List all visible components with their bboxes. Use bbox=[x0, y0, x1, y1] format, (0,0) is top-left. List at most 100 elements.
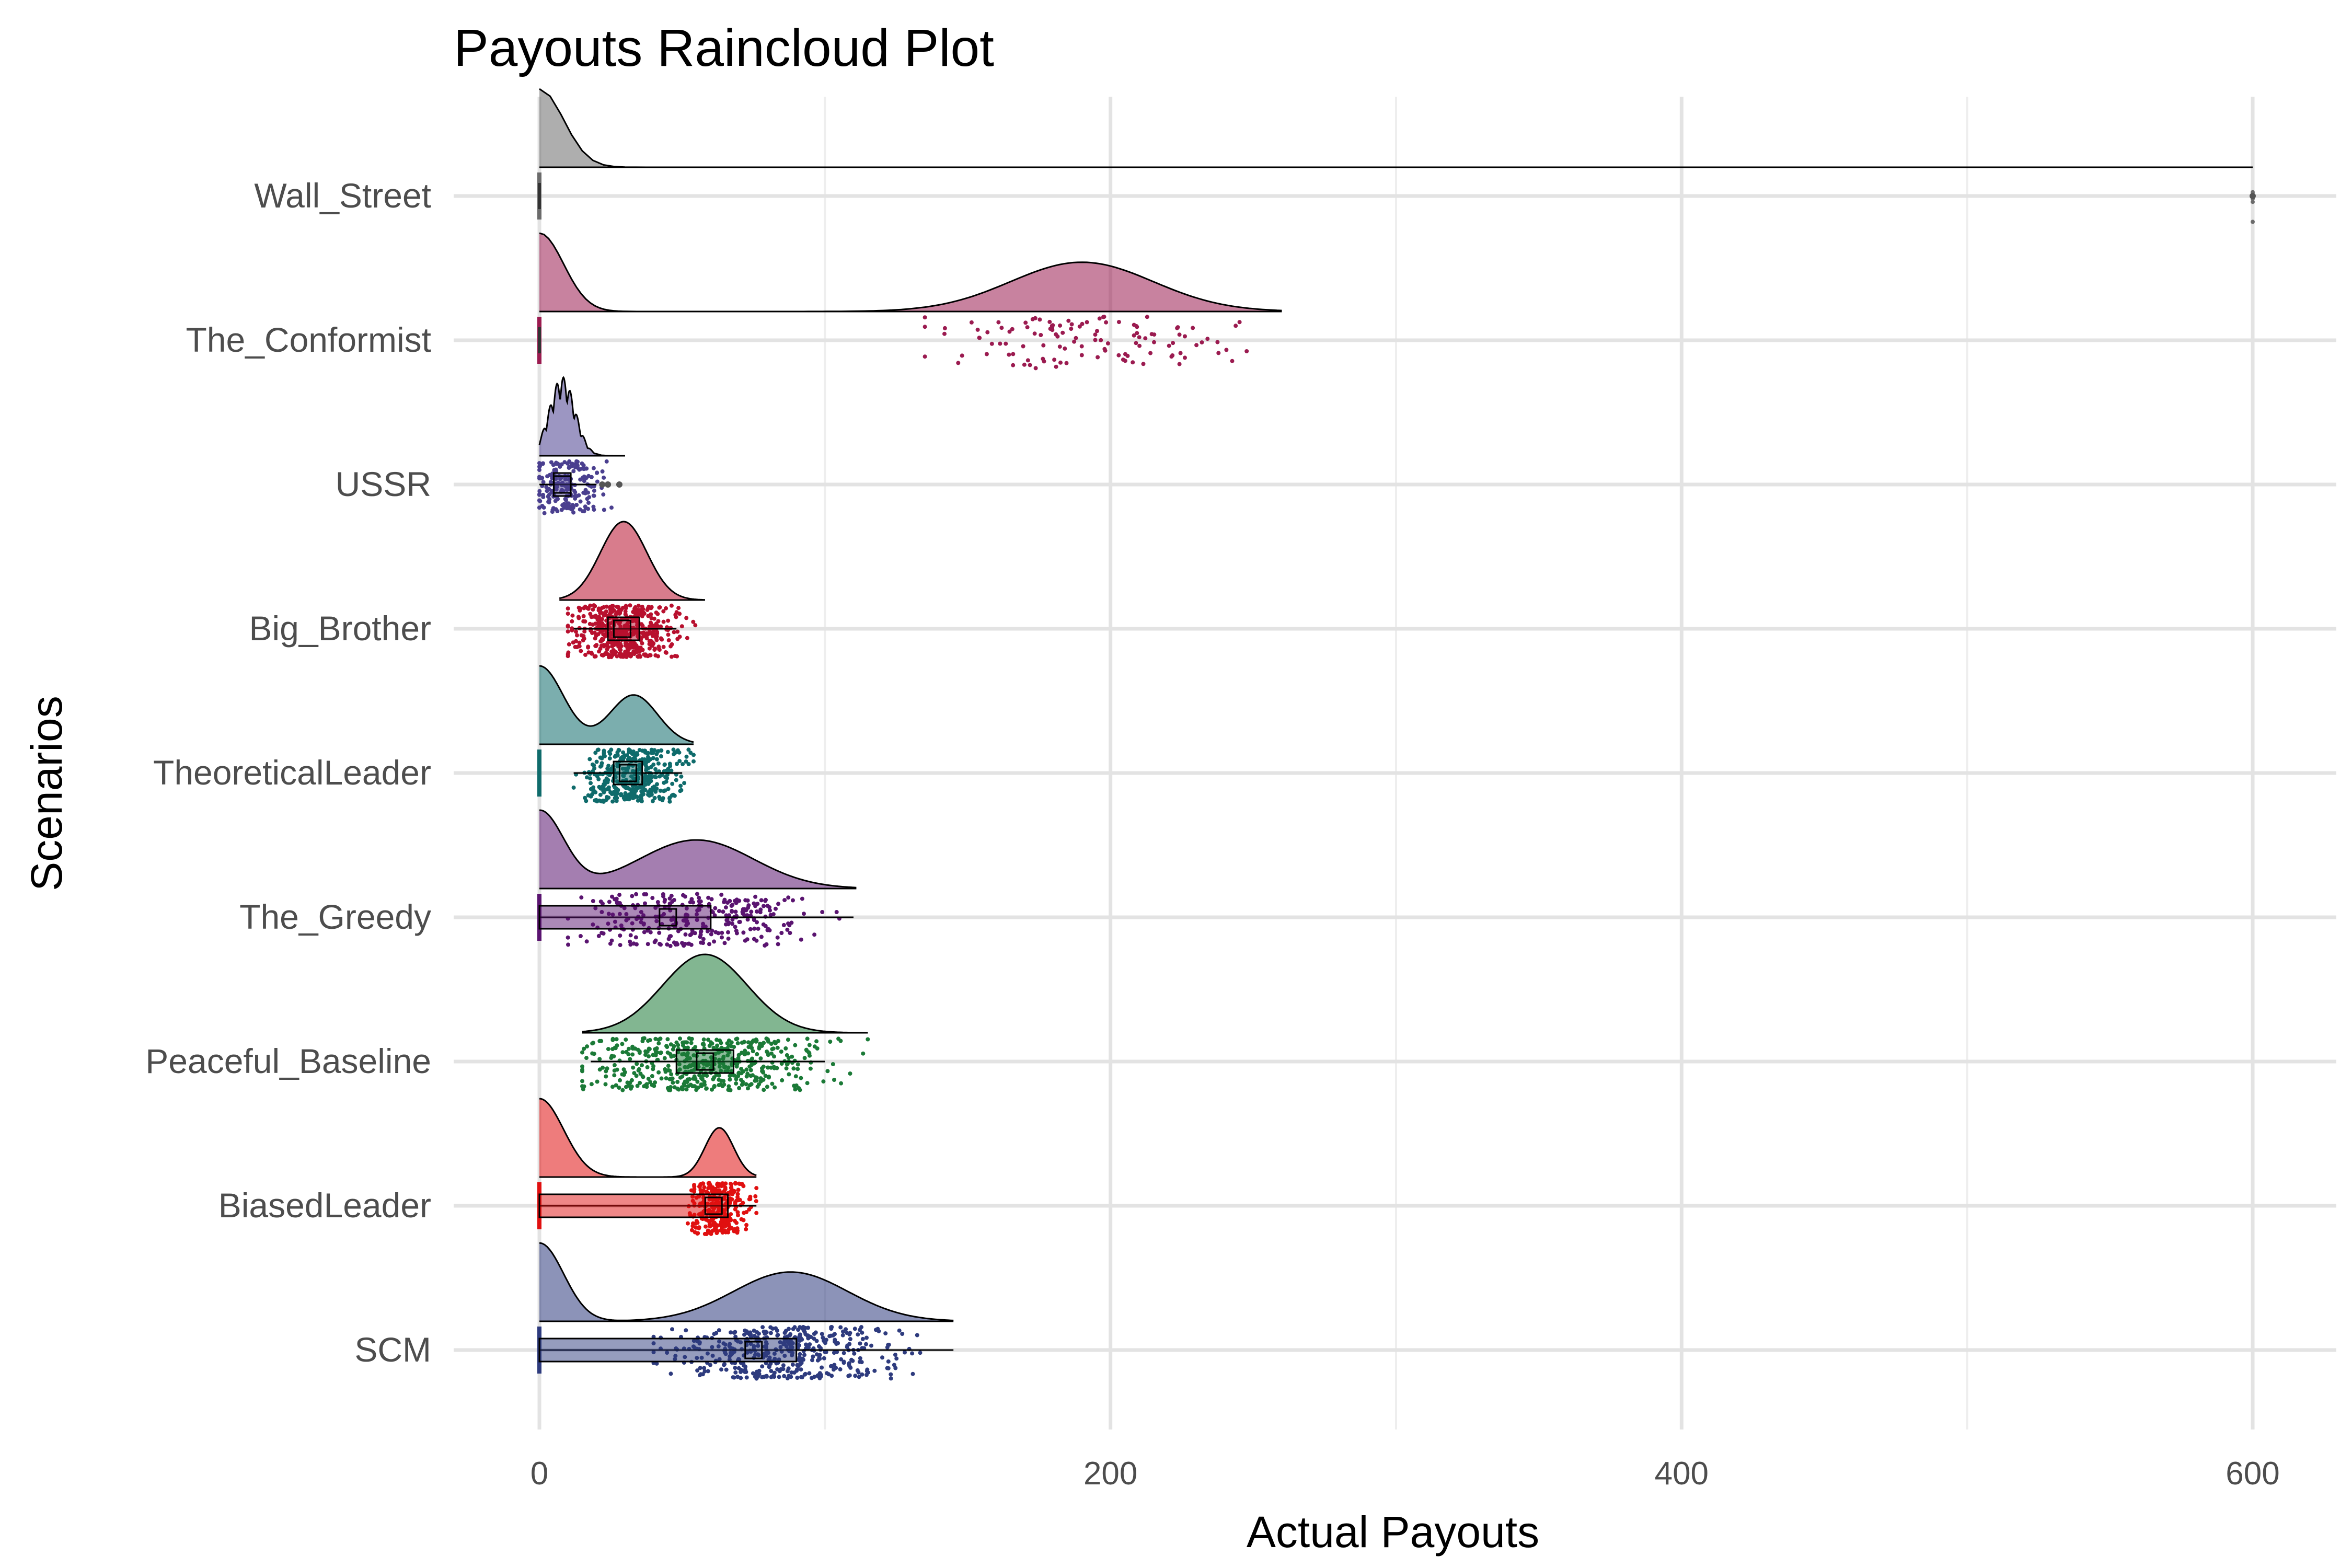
data-point bbox=[712, 1083, 717, 1088]
data-point bbox=[645, 607, 650, 612]
data-point bbox=[701, 1037, 706, 1042]
data-point bbox=[857, 1359, 862, 1364]
data-point bbox=[634, 892, 639, 896]
data-point bbox=[1099, 338, 1103, 342]
outlier-point bbox=[599, 481, 606, 488]
data-point bbox=[726, 930, 730, 935]
data-point bbox=[649, 605, 654, 609]
data-point bbox=[923, 325, 927, 329]
data-point bbox=[751, 1049, 755, 1054]
data-point bbox=[733, 1370, 738, 1375]
data-point bbox=[733, 1181, 737, 1185]
data-point bbox=[795, 1067, 800, 1071]
data-point bbox=[583, 619, 587, 624]
data-point bbox=[730, 921, 735, 926]
data-point bbox=[585, 775, 589, 780]
data-point bbox=[742, 1210, 746, 1215]
data-point bbox=[671, 1047, 675, 1052]
data-point bbox=[684, 759, 688, 764]
data-point bbox=[1183, 334, 1187, 339]
data-point bbox=[649, 765, 653, 769]
data-point bbox=[575, 633, 579, 638]
data-point bbox=[684, 754, 689, 759]
data-point bbox=[550, 508, 555, 512]
data-point bbox=[717, 909, 721, 914]
data-point bbox=[658, 774, 662, 779]
data-point bbox=[672, 630, 676, 635]
data-point bbox=[618, 654, 623, 659]
data-point bbox=[833, 1332, 837, 1336]
data-point bbox=[827, 1334, 832, 1339]
data-point bbox=[595, 470, 599, 475]
data-point bbox=[769, 1375, 774, 1379]
data-point bbox=[805, 1036, 810, 1041]
data-point bbox=[728, 1216, 733, 1221]
data-point bbox=[1039, 333, 1043, 337]
data-point bbox=[637, 1067, 641, 1071]
data-point bbox=[1093, 338, 1098, 342]
y-tick-label: BiasedLeader bbox=[218, 1186, 431, 1225]
data-point bbox=[563, 503, 568, 508]
data-point bbox=[1054, 364, 1058, 369]
data-point bbox=[698, 935, 702, 939]
data-point bbox=[580, 1064, 584, 1069]
data-point bbox=[658, 788, 663, 793]
data-point bbox=[675, 1080, 680, 1084]
data-point bbox=[806, 1050, 811, 1055]
data-point bbox=[741, 1218, 746, 1223]
data-point bbox=[1060, 330, 1065, 335]
data-point bbox=[628, 1057, 632, 1062]
data-point bbox=[836, 1036, 841, 1041]
data-point bbox=[789, 920, 794, 925]
data-point bbox=[541, 480, 546, 485]
data-point bbox=[732, 1229, 736, 1233]
median-marker bbox=[553, 475, 572, 494]
data-point bbox=[667, 934, 672, 939]
data-point bbox=[617, 1086, 621, 1090]
data-point bbox=[821, 1335, 825, 1340]
data-point bbox=[1143, 336, 1148, 341]
data-point bbox=[591, 899, 595, 903]
data-point bbox=[662, 762, 667, 767]
data-point bbox=[795, 1376, 800, 1380]
data-point bbox=[768, 908, 772, 913]
data-point bbox=[628, 654, 633, 659]
data-point bbox=[812, 932, 817, 937]
data-point bbox=[582, 1084, 586, 1089]
data-point bbox=[667, 796, 672, 801]
data-point bbox=[848, 1365, 853, 1370]
data-point bbox=[754, 1369, 759, 1374]
data-point bbox=[706, 895, 711, 900]
data-point bbox=[632, 791, 637, 795]
data-point bbox=[601, 1065, 605, 1070]
data-point bbox=[923, 354, 927, 359]
data-point bbox=[828, 1364, 833, 1368]
data-point bbox=[583, 506, 588, 510]
data-point bbox=[704, 1190, 709, 1194]
data-point bbox=[886, 1359, 891, 1364]
data-point bbox=[814, 1352, 819, 1357]
data-point bbox=[641, 792, 646, 797]
data-point bbox=[730, 1197, 734, 1202]
data-point bbox=[853, 1374, 858, 1378]
data-point bbox=[650, 896, 655, 901]
data-point bbox=[860, 1336, 865, 1341]
data-point bbox=[775, 1333, 780, 1338]
data-point bbox=[753, 904, 758, 908]
data-point bbox=[686, 747, 691, 752]
median-marker bbox=[659, 908, 677, 927]
data-point bbox=[880, 1355, 884, 1360]
data-point bbox=[579, 649, 583, 653]
data-point bbox=[1063, 346, 1067, 351]
data-point bbox=[566, 461, 570, 466]
data-point bbox=[692, 1189, 697, 1194]
data-point bbox=[707, 1044, 712, 1048]
data-point bbox=[638, 1080, 642, 1085]
box bbox=[538, 905, 712, 930]
data-point bbox=[1216, 351, 1221, 355]
data-point bbox=[537, 492, 541, 497]
data-point bbox=[726, 936, 731, 941]
data-point bbox=[755, 1052, 759, 1056]
data-point bbox=[1171, 341, 1175, 345]
data-point bbox=[610, 894, 614, 899]
